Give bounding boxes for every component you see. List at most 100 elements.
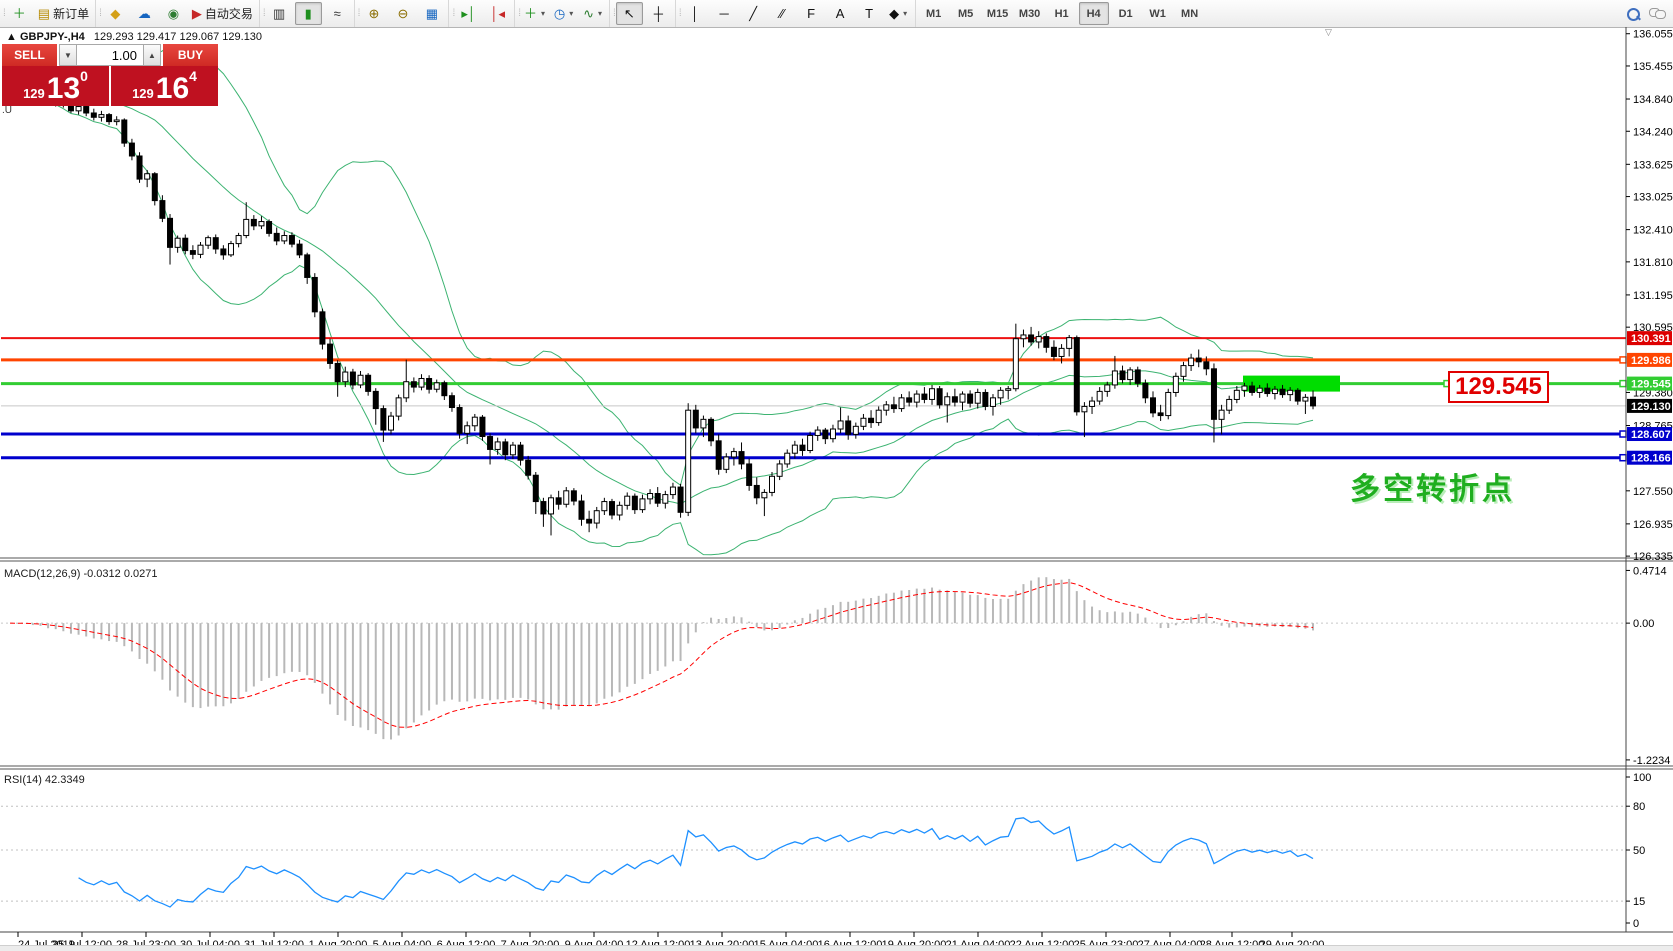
text-button[interactable]: A xyxy=(827,2,854,25)
auto-scroll-icon: ▸│ xyxy=(461,6,477,21)
tile-windows-button[interactable]: ▦ xyxy=(418,2,445,25)
buy-price-big: 16 xyxy=(155,71,190,105)
price-annotation-box[interactable]: 129.545 xyxy=(1448,371,1549,403)
svg-text:126.335: 126.335 xyxy=(1633,551,1673,563)
symbol-ohlc: 129.293 129.417 129.067 129.130 xyxy=(93,31,263,43)
new-order-icon: ▤ xyxy=(37,6,51,21)
fibonacci-icon: F xyxy=(807,6,816,21)
horizontal-line-button[interactable]: ─ xyxy=(711,2,738,25)
chevron-down-icon[interactable]: ▾ xyxy=(541,9,546,18)
buy-price[interactable]: 129 16 4 xyxy=(111,66,218,106)
chevron-down-icon[interactable]: ▾ xyxy=(903,9,908,18)
volume-increase-button[interactable]: ▲ xyxy=(143,44,161,66)
chat-icon[interactable] xyxy=(1649,8,1666,19)
chart-shift-icon: │◂ xyxy=(490,6,506,21)
new-chart-button[interactable]: ＋ xyxy=(6,2,33,25)
symbol-title: GBPJPY-,H4 xyxy=(19,31,85,43)
line-chart-button[interactable]: ≈ xyxy=(324,2,351,25)
sell-price[interactable]: 129 13 0 xyxy=(2,66,111,106)
market-watch-button[interactable]: ☁ xyxy=(131,2,158,25)
indicators-button[interactable]: ∿ ▾ xyxy=(579,2,606,25)
toolbar-group: ⁞ ＋ ▾ ◷ ▾ ∿ ▾ xyxy=(514,0,609,27)
candlestick-chart-icon: ▮ xyxy=(304,6,312,21)
toolbar-group: ⁞ ◆ ☁ ◉ ▶ 自动交易 xyxy=(95,0,259,27)
timeframe-m15[interactable]: M15 xyxy=(986,7,1009,20)
svg-text:15: 15 xyxy=(1633,896,1645,908)
price-axis[interactable]: 136.055 135.455 134.840 134.240 133.625 133.0… xyxy=(1626,29,1673,930)
svg-text:135.455: 135.455 xyxy=(1633,61,1673,73)
symbol-collapse-icon[interactable]: ▲ xyxy=(6,31,17,43)
chevron-down-icon[interactable]: ▾ xyxy=(569,9,574,18)
fibonacci-button[interactable]: F xyxy=(798,2,825,25)
periods-icon: ◷ xyxy=(553,6,566,21)
horizontal-level-lines[interactable] xyxy=(1,337,1626,460)
svg-text:132.410: 132.410 xyxy=(1633,225,1673,237)
line-handle[interactable] xyxy=(1619,356,1627,364)
chart-shift-button[interactable]: │◂ xyxy=(484,2,511,25)
zoom-out-button[interactable]: ⊖ xyxy=(389,2,416,25)
timeframe-m5[interactable]: M5 xyxy=(957,7,974,20)
equidistant-channel-button[interactable]: ⁄⁄ xyxy=(769,2,796,25)
timeframe-m1[interactable]: M1 xyxy=(925,7,942,20)
text-label-button[interactable]: T xyxy=(856,2,883,25)
zoom-in-button[interactable]: ⊕ xyxy=(360,2,387,25)
toolbar-grip-icon: ⁞ xyxy=(262,8,265,19)
horizontal-line-icon: ─ xyxy=(719,6,729,21)
buy-button[interactable]: BUY xyxy=(163,44,218,66)
volume-decrease-button[interactable]: ▼ xyxy=(59,44,77,66)
text-label-icon: T xyxy=(865,6,874,21)
timeframe-m30[interactable]: M30 xyxy=(1018,7,1041,20)
pivot-point-text[interactable]: 多空转折点 xyxy=(1350,473,1515,506)
profiles-button[interactable]: ◆ xyxy=(102,2,129,25)
market-watch-icon: ☁ xyxy=(137,6,151,21)
search-icon[interactable] xyxy=(1627,7,1641,21)
svg-text:50: 50 xyxy=(1633,845,1645,857)
line-handle[interactable] xyxy=(1619,453,1627,462)
add-object-button[interactable]: ＋ ▾ xyxy=(521,2,548,25)
autotrading-icon: ▶ xyxy=(191,6,202,21)
tile-windows-icon: ▦ xyxy=(425,6,439,21)
line-handle[interactable] xyxy=(1619,379,1627,388)
volume-input[interactable]: 1.00 xyxy=(77,44,143,66)
vertical-line-button[interactable]: │ xyxy=(682,2,709,25)
crosshair-button[interactable]: ┼ xyxy=(645,2,672,25)
new-order-button[interactable]: ▤ 新订单 xyxy=(35,2,92,25)
auto-scroll-button[interactable]: ▸│ xyxy=(455,2,482,25)
autotrading-button[interactable]: ▶ 自动交易 xyxy=(189,2,256,25)
timeframe-d1[interactable]: D1 xyxy=(1118,7,1133,20)
rsi-pane xyxy=(1,805,1626,908)
timeframe-h4[interactable]: H4 xyxy=(1078,2,1109,25)
svg-text:0.4714: 0.4714 xyxy=(1633,565,1667,577)
one-click-trading-panel: SELL ▼ 1.00 ▲ BUY 129 13 0 129 16 4 xyxy=(2,44,218,106)
chart-shift-marker-icon[interactable]: ▽ xyxy=(1325,27,1332,37)
toolbar-group: ⁞ ▥ ▮ ≈ xyxy=(258,0,354,27)
timeframe-h1[interactable]: H1 xyxy=(1054,7,1069,20)
svg-text:133.625: 133.625 xyxy=(1633,159,1673,171)
trendline-button[interactable]: ╱ xyxy=(740,2,767,25)
svg-text:129.130: 129.130 xyxy=(1631,401,1671,413)
svg-text:80: 80 xyxy=(1633,801,1645,813)
profiles-icon: ◆ xyxy=(110,6,121,21)
svg-text:134.240: 134.240 xyxy=(1633,126,1673,138)
svg-text:-1.2234: -1.2234 xyxy=(1633,755,1670,767)
svg-text:130.391: 130.391 xyxy=(1631,333,1671,345)
svg-text:0: 0 xyxy=(1633,918,1639,930)
cursor-button[interactable]: ↖ xyxy=(615,2,643,25)
bar-chart-button[interactable]: ▥ xyxy=(266,2,293,25)
sell-button[interactable]: SELL xyxy=(2,44,57,66)
toolbar-group: ⁞ │ ─ ╱ ⁄⁄ F A T ◆ ▾ xyxy=(674,0,915,27)
timeframe-w1[interactable]: W1 xyxy=(1149,7,1166,20)
indicators-icon: ∿ xyxy=(583,6,594,21)
sell-price-prefix: 129 xyxy=(23,85,45,101)
candlestick-chart-button[interactable]: ▮ xyxy=(294,2,322,25)
line-handle[interactable] xyxy=(1619,430,1627,438)
chevron-down-icon[interactable]: ▾ xyxy=(597,9,602,18)
timeframe-mn[interactable]: MN xyxy=(1181,7,1199,20)
navigator-button[interactable]: ◉ xyxy=(160,2,187,25)
cursor-icon: ↖ xyxy=(623,6,635,21)
periods-button[interactable]: ◷ ▾ xyxy=(550,2,577,25)
svg-text:129.545: 129.545 xyxy=(1631,379,1671,391)
bar-chart-icon: ▥ xyxy=(273,6,286,21)
arrows-button[interactable]: ◆ ▾ xyxy=(885,2,912,25)
